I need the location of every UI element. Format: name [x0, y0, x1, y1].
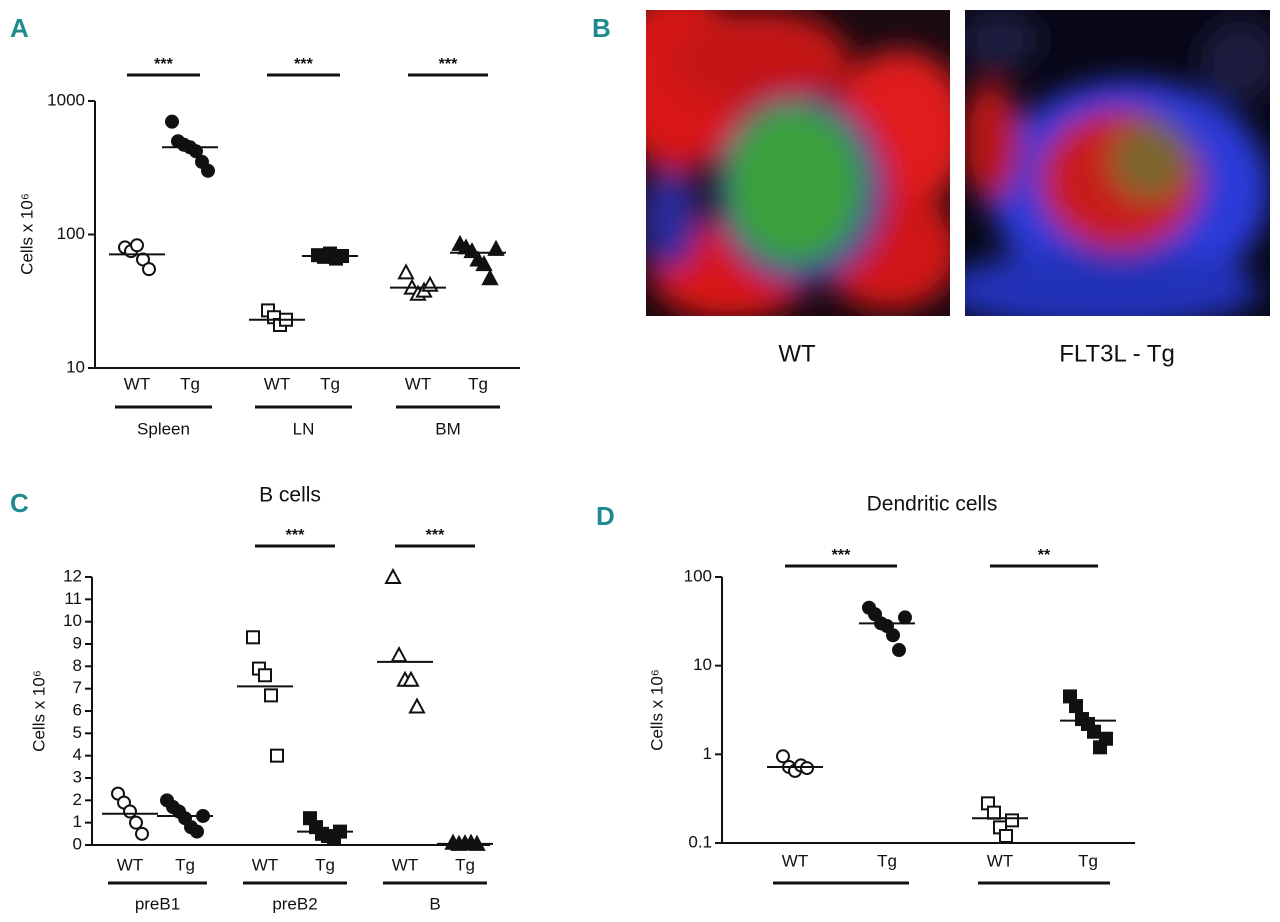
- x-tick-label: WT: [264, 374, 290, 393]
- micrograph-wt: [646, 10, 950, 316]
- data-point: [129, 815, 143, 830]
- x-tick-label: Tg: [455, 855, 475, 874]
- panel-letter: A: [10, 13, 29, 43]
- data-point: [1099, 731, 1113, 746]
- x-tick-label: WT: [392, 855, 418, 874]
- group-label: BM: [435, 419, 461, 438]
- y-tick-label: 1: [703, 744, 712, 763]
- y-tick-label: 4: [73, 745, 82, 764]
- panel-letter: D: [596, 501, 615, 531]
- x-tick-label: Tg: [1078, 851, 1098, 870]
- data-point: [384, 567, 402, 584]
- data-point: [135, 826, 149, 841]
- data-point: [258, 668, 272, 683]
- data-point: [1069, 699, 1083, 714]
- y-tick-label: 7: [73, 678, 82, 697]
- data-point: [264, 688, 278, 703]
- micrograph-tg: [965, 10, 1270, 316]
- data-point: [397, 263, 415, 280]
- x-tick-label: WT: [405, 374, 431, 393]
- data-point: [800, 761, 814, 776]
- y-tick-label: 100: [57, 224, 85, 243]
- x-tick-label: WT: [117, 855, 143, 874]
- group-label: preB1: [135, 894, 180, 913]
- data-point: [246, 630, 260, 645]
- data-point: [776, 749, 790, 764]
- y-axis-label: Cells x 10⁶: [17, 193, 36, 275]
- significance-label: ***: [832, 547, 851, 564]
- image-label: WT: [778, 340, 816, 367]
- x-tick-label: Tg: [877, 851, 897, 870]
- y-tick-label: 6: [73, 700, 82, 719]
- chart-title: B cells: [259, 484, 321, 507]
- data-point: [165, 114, 179, 129]
- y-tick-label: 10: [63, 611, 82, 630]
- y-tick-label: 12: [63, 566, 82, 585]
- x-tick-label: Tg: [315, 855, 335, 874]
- group-label: Spleen: [137, 419, 190, 438]
- y-axis-label: Cells x 10⁶: [647, 669, 666, 751]
- y-tick-label: 10: [66, 357, 85, 376]
- data-point: [1087, 724, 1101, 739]
- panel-letter: B: [592, 13, 611, 43]
- x-tick-label: WT: [252, 855, 278, 874]
- y-tick-label: 11: [64, 589, 82, 608]
- y-tick-label: 0: [73, 834, 82, 853]
- data-point: [987, 805, 1001, 820]
- y-tick-label: 0.1: [688, 832, 712, 851]
- y-tick-label: 8: [73, 656, 82, 675]
- x-tick-label: Tg: [175, 855, 195, 874]
- data-point: [408, 697, 426, 714]
- data-point: [201, 163, 215, 178]
- data-point: [487, 239, 505, 256]
- y-tick-label: 5: [73, 723, 82, 742]
- data-point: [892, 643, 906, 658]
- significance-label: ***: [294, 56, 313, 73]
- y-tick-label: 1: [73, 812, 82, 831]
- group-label: preB2: [272, 894, 317, 913]
- significance-label: ***: [286, 527, 305, 544]
- significance-label: ***: [154, 56, 173, 73]
- x-tick-label: WT: [782, 851, 808, 870]
- y-tick-label: 3: [73, 767, 82, 786]
- y-axis-label: Cells x 10⁶: [29, 670, 48, 752]
- panel-letter: C: [10, 488, 29, 518]
- y-tick-label: 1000: [47, 90, 85, 109]
- y-tick-label: 2: [73, 790, 82, 809]
- data-point: [190, 824, 204, 839]
- data-point: [390, 646, 408, 663]
- data-point: [886, 628, 900, 643]
- data-point: [475, 255, 493, 272]
- data-point: [130, 238, 144, 253]
- x-tick-label: Tg: [468, 374, 488, 393]
- significance-label: ***: [439, 56, 458, 73]
- image-label: FLT3L - Tg: [1059, 340, 1175, 367]
- data-point: [270, 748, 284, 763]
- y-tick-label: 9: [73, 633, 82, 652]
- significance-label: ***: [426, 527, 445, 544]
- y-tick-label: 100: [684, 566, 712, 585]
- data-point: [999, 828, 1013, 843]
- group-label: LN: [293, 419, 315, 438]
- data-point: [142, 262, 156, 277]
- group-label: B: [429, 894, 440, 913]
- data-point: [402, 670, 420, 687]
- x-tick-label: WT: [124, 374, 150, 393]
- data-point: [1005, 813, 1019, 828]
- data-point: [123, 804, 137, 819]
- x-tick-label: Tg: [320, 374, 340, 393]
- data-point: [481, 269, 499, 286]
- data-point: [898, 610, 912, 625]
- chart-title: Dendritic cells: [867, 493, 998, 516]
- data-point: [189, 144, 203, 159]
- y-tick-label: 10: [693, 655, 712, 674]
- significance-label: **: [1038, 547, 1051, 564]
- data-point: [463, 242, 481, 259]
- x-tick-label: Tg: [180, 374, 200, 393]
- x-tick-label: WT: [987, 851, 1013, 870]
